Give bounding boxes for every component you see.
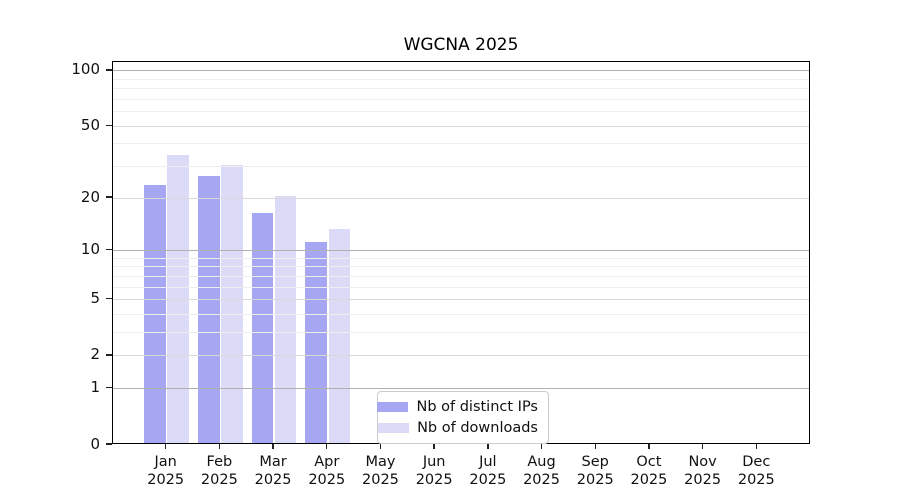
gridline-7 [113,275,809,277]
gridline-4 [113,314,809,315]
gridline-1 [113,388,809,390]
ytick-mark-5 [106,298,112,300]
chart-title: WGCNA 2025 [403,35,519,55]
gridline-100 [113,70,809,72]
bar-mar-downloads [274,196,297,443]
xtick-mark-apr [326,444,328,449]
xtick-mark-may [379,444,382,449]
ytick-mark-50 [106,124,112,126]
legend-label-downloads: Nb of downloads [417,420,538,436]
ytick-mark-10 [106,248,112,251]
xtick-mark-mar [272,444,274,449]
gridline-60 [113,111,809,113]
gridline-3 [113,332,809,334]
ytick-label-5: 5 [90,289,100,308]
gridline-9 [113,257,809,259]
gridline-40 [113,143,809,145]
xtick-label-jul: Jul 2025 [469,454,507,488]
bar-apr-ips [305,241,327,443]
gridline-80 [113,88,809,90]
ytick-label-100: 100 [71,60,100,79]
gridline-70 [113,98,809,100]
ytick-mark-20 [106,196,112,198]
xtick-mark-oct [648,444,650,449]
gridline-90 [113,78,809,80]
ytick-label-50: 50 [80,115,100,134]
gridline-5 [113,299,809,301]
gridline-2 [113,355,809,357]
ytick-label-10: 10 [80,240,100,259]
xtick-label-jun: Jun 2025 [415,454,453,488]
xtick-label-sep: Sep 2025 [576,454,614,488]
bar-mar-ips [251,213,274,443]
legend-row-distinct-ips: Nb of distinct IPs [377,399,538,415]
xtick-label-nov: Nov 2025 [684,454,722,488]
legend: Nb of distinct IPs Nb of downloads [377,391,549,444]
bar-feb-downloads [221,164,243,443]
xtick-label-apr: Apr 2025 [308,454,346,488]
ytick-mark-2 [106,354,112,356]
ytick-label-2: 2 [90,345,100,364]
legend-label-distinct-ips: Nb of distinct IPs [416,399,538,415]
gridline-30 [113,166,809,168]
xtick-mark-jan [164,444,167,449]
xtick-label-dec: Dec 2025 [737,454,775,488]
xtick-label-feb: Feb 2025 [200,454,238,488]
xtick-mark-jul [487,444,489,449]
xtick-mark-aug [540,444,543,449]
gridline-20 [113,197,809,199]
xtick-mark-jun [433,444,435,449]
xtick-label-aug: Aug 2025 [523,454,560,488]
xtick-mark-dec [755,444,757,449]
xtick-label-jan: Jan 2025 [147,454,185,488]
xtick-label-may: May 2025 [362,454,399,488]
gridline-8 [113,266,809,268]
ytick-label-20: 20 [80,187,100,206]
ytick-mark-100 [106,69,112,71]
xtick-label-oct: Oct 2025 [630,454,668,488]
ytick-label-1: 1 [90,378,100,397]
legend-row-downloads: Nb of downloads [378,420,538,436]
legend-swatch-downloads [378,423,410,433]
xtick-mark-sep [594,444,596,449]
bar-feb-ips [198,175,220,443]
xtick-mark-nov [701,444,704,449]
plot-area: Nb of distinct IPs Nb of downloads [112,61,810,444]
gridline-50 [113,125,809,127]
xtick-label-mar: Mar 2025 [254,454,292,488]
bar-jan-downloads [167,154,189,443]
xtick-mark-feb [218,444,221,449]
ytick-mark-0 [106,443,112,445]
ytick-label-0: 0 [90,434,100,453]
gridline-6 [113,286,809,288]
ytick-mark-1 [106,387,112,389]
bar-apr-downloads [328,229,351,443]
gridline-10 [113,250,809,252]
legend-swatch-distinct-ips [377,402,409,412]
